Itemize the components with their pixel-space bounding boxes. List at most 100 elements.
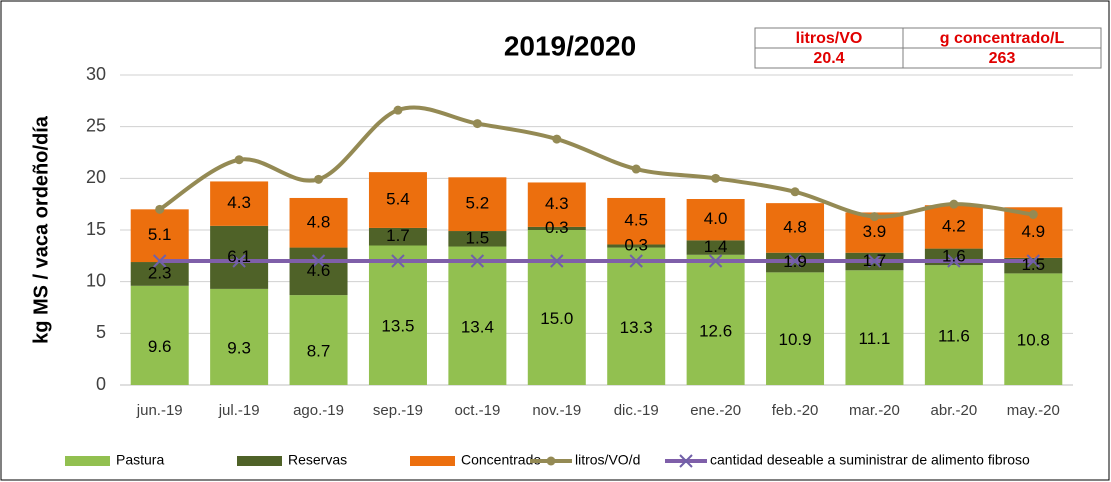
line-marker xyxy=(234,155,244,165)
x-tick-label: feb.-20 xyxy=(772,402,819,419)
bar-segment xyxy=(766,272,825,385)
bar-segment xyxy=(368,245,427,385)
bar-segment xyxy=(845,270,904,385)
bar-segment xyxy=(210,288,269,385)
bar-segment xyxy=(527,230,586,385)
line-marker xyxy=(947,254,961,268)
data-label: 1.7 xyxy=(386,226,410,245)
data-label: 15.0 xyxy=(540,309,573,328)
table-header: litros/VO xyxy=(796,30,863,47)
data-label: 10.9 xyxy=(778,330,811,349)
data-label: 11.6 xyxy=(938,327,970,346)
bar-segment xyxy=(130,262,189,286)
bar-segment xyxy=(130,209,189,263)
data-label: 13.5 xyxy=(381,317,414,336)
bar-segment xyxy=(130,285,189,385)
y-tick-label: 30 xyxy=(86,64,106,84)
data-label: 12.6 xyxy=(699,321,732,340)
line-marker xyxy=(314,174,324,184)
line-marker xyxy=(153,254,167,268)
line-marker xyxy=(155,204,165,214)
data-label: 5.2 xyxy=(466,194,490,213)
x-tick-label: jun.-19 xyxy=(136,402,183,419)
bar-segment xyxy=(289,197,348,248)
data-label: 4.3 xyxy=(227,193,251,212)
data-label: 3.9 xyxy=(863,222,887,241)
line-marker xyxy=(1028,210,1038,219)
line-marker xyxy=(631,164,641,174)
y-axis-label: kg MS / vaca ordeño/día xyxy=(30,115,52,344)
data-label: 11.1 xyxy=(859,329,891,348)
x-tick-label: mar.-20 xyxy=(849,402,900,419)
data-label: 9.3 xyxy=(227,338,251,357)
bar-segment xyxy=(686,240,745,255)
data-label: 5.1 xyxy=(148,225,172,244)
legend-label: Reservas xyxy=(288,452,347,468)
x-tick-label: may.-20 xyxy=(1007,402,1060,419)
table-cell: 263 xyxy=(989,50,1016,67)
data-label: 1.9 xyxy=(783,252,807,271)
bar-segment xyxy=(289,247,348,296)
data-label: 1.5 xyxy=(1021,255,1045,274)
y-tick-label: 20 xyxy=(86,167,106,187)
data-label: 10.8 xyxy=(1017,331,1050,350)
data-label: 0.3 xyxy=(624,236,648,255)
line-marker xyxy=(708,254,723,268)
line-marker xyxy=(679,454,693,468)
legend-swatch xyxy=(410,456,455,466)
x-tick-label: ago.-19 xyxy=(293,402,344,419)
line-marker xyxy=(869,212,879,222)
bar-segment xyxy=(527,226,586,230)
bar-segment xyxy=(448,177,507,232)
data-label: 4.9 xyxy=(1021,222,1045,241)
table-header: g concentrado/L xyxy=(940,30,1065,47)
x-tick-label: ene.-20 xyxy=(690,402,741,419)
table-cell: 20.4 xyxy=(813,50,844,67)
line-marker xyxy=(788,254,802,268)
data-label: 4.8 xyxy=(307,212,331,231)
legend-label: cantidad deseable a suministrar de alime… xyxy=(710,452,1030,468)
data-label: 13.4 xyxy=(461,317,494,336)
line-marker xyxy=(550,254,564,268)
data-label: 2.3 xyxy=(148,263,172,282)
y-tick-label: 15 xyxy=(86,219,106,239)
data-label: 4.5 xyxy=(624,211,648,230)
bar-segment xyxy=(448,231,507,247)
x-tick-label: dic.-19 xyxy=(614,402,659,419)
x-tick-label: abr.-20 xyxy=(931,402,978,419)
line-marker xyxy=(867,254,882,268)
data-label: 1.7 xyxy=(863,251,887,270)
data-label: 8.7 xyxy=(307,342,331,361)
x-tick-label: sep.-19 xyxy=(373,402,423,419)
y-tick-label: 5 xyxy=(96,322,106,342)
line-marker xyxy=(470,254,485,268)
bar-segment xyxy=(766,203,825,253)
data-label: 4.0 xyxy=(704,209,728,228)
bar-segment xyxy=(607,197,666,245)
x-tick-label: jul.-19 xyxy=(218,402,260,419)
bar-segment xyxy=(210,181,269,226)
data-label: 4.8 xyxy=(783,217,807,236)
line-marker xyxy=(311,254,326,268)
data-label: 1.4 xyxy=(704,237,728,256)
bar-segment xyxy=(289,295,348,385)
legend-label: litros/VO/d xyxy=(575,452,640,468)
bar-segment xyxy=(607,247,666,385)
data-label: 13.3 xyxy=(620,318,653,337)
x-tick-label: oct.-19 xyxy=(454,402,500,419)
data-label: 0.3 xyxy=(545,218,569,237)
line-marker xyxy=(949,199,959,209)
legend-swatch xyxy=(65,456,110,466)
line-marker xyxy=(790,187,800,197)
chart-title: 2019/2020 xyxy=(504,30,636,61)
data-label: 1.5 xyxy=(466,228,490,247)
bar-segment xyxy=(924,205,983,249)
legend-label: Concentrado xyxy=(461,452,541,468)
bar-segment xyxy=(607,244,666,248)
line-marker xyxy=(546,456,556,466)
data-label: 4.3 xyxy=(545,194,569,213)
line-marker xyxy=(1026,254,1040,268)
line-marker xyxy=(232,254,246,268)
bar-segment xyxy=(527,182,586,227)
